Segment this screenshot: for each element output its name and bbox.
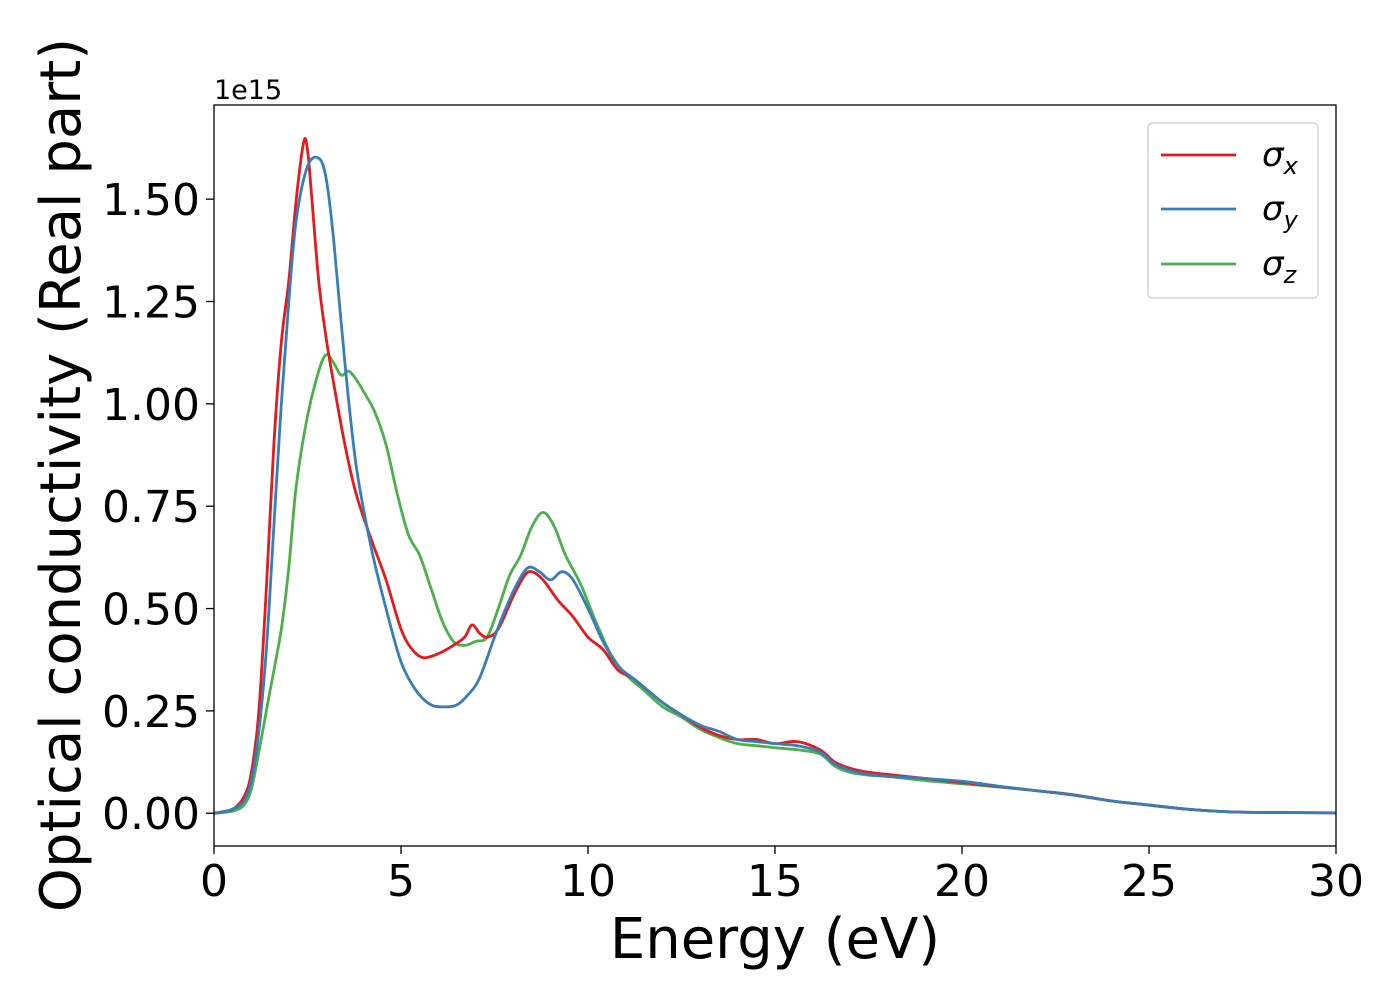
legend-label-base: σ: [1262, 189, 1285, 229]
y-tick-label: 1.00: [102, 380, 200, 431]
legend-label-x: σx: [1262, 135, 1299, 180]
x-tick-label: 20: [934, 856, 990, 907]
y-axis: 0.00 0.25 0.50 0.75 1.00 1.25 1.50: [102, 175, 214, 840]
series-layer: [213, 137, 1337, 815]
y-tick-label: 0.00: [102, 789, 200, 840]
legend-label-subscript: y: [1283, 206, 1299, 234]
x-tick-label: 25: [1121, 856, 1177, 907]
legend-label-y: σy: [1262, 189, 1299, 234]
y-tick-label: 0.75: [102, 482, 200, 533]
y-offset-label: 1e15: [214, 75, 282, 106]
x-tick-label: 15: [747, 856, 803, 907]
y-tick-label: 1.25: [102, 278, 200, 329]
y-tick-label: 0.25: [102, 687, 200, 738]
x-tick-label: 5: [387, 856, 415, 907]
legend-label-z: σz: [1262, 244, 1298, 289]
x-tick-label: 10: [560, 856, 616, 907]
legend-box: [1147, 122, 1319, 299]
x-tick-label: 30: [1308, 856, 1364, 907]
y-tick-label: 1.50: [102, 175, 200, 226]
legend-label-subscript: x: [1283, 152, 1299, 180]
x-axis-label: Energy (eV): [610, 907, 940, 972]
x-tick-label: 0: [200, 856, 228, 907]
legend-label-base: σ: [1262, 135, 1285, 175]
y-tick-label: 0.50: [102, 585, 200, 636]
y-axis-label: Optical conductivity (Real part): [29, 38, 94, 912]
legend-label-base: σ: [1262, 244, 1285, 284]
series-line-y: [213, 155, 1337, 815]
x-axis: 0 5 10 15 20 25 30: [200, 846, 1364, 907]
series-line-x: [213, 137, 1337, 815]
legend-label-subscript: z: [1283, 261, 1298, 289]
